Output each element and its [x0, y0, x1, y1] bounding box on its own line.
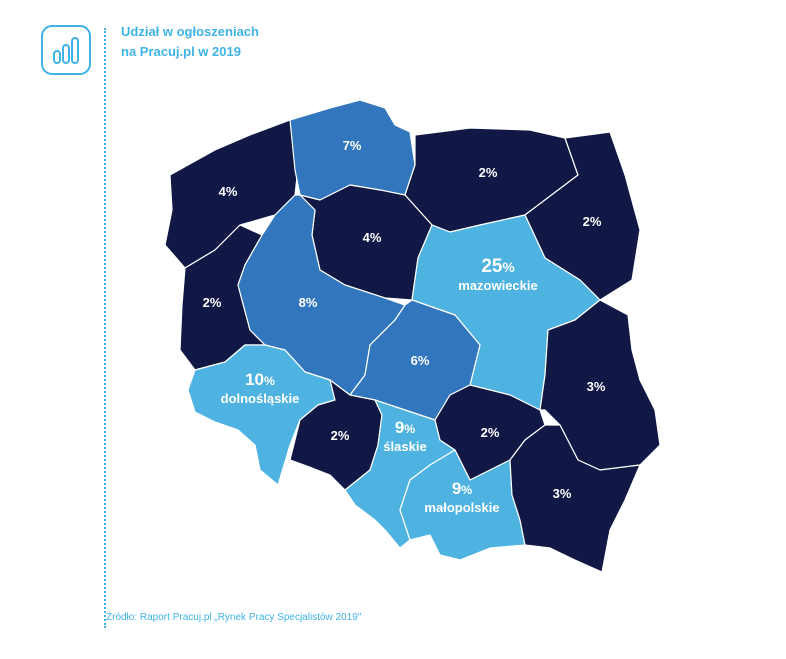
- region-value-lodzkie: 6%: [411, 353, 430, 368]
- region-value-mazowieckie: 25%: [481, 256, 514, 277]
- region-name-mazowieckie: mazowieckie: [458, 278, 538, 293]
- region-value-opolskie: 2%: [331, 428, 350, 443]
- page-title: Udział w ogłoszeniach na Pracuj.pl w 201…: [121, 22, 259, 62]
- region-value-kujawsko-pomorskie: 4%: [363, 230, 382, 245]
- region-value-lubuskie: 2%: [203, 295, 222, 310]
- region-value-zachodniopomorskie: 4%: [219, 184, 238, 199]
- region-name-dolnoslaskie: dolnośląskie: [221, 391, 300, 406]
- region-value-warminsko-mazurskie: 2%: [479, 165, 498, 180]
- region-value-malopolskie: 9%: [452, 479, 472, 498]
- region-podkarpackie: [509, 424, 641, 573]
- source-note: Źródło: Raport Pracuj.pl „Rynek Pracy Sp…: [106, 612, 362, 623]
- region-labels: 4% 7% 2% 2% 4% 2% 8% 25%mazowieckie 6% 10% dolnośl…: [203, 138, 606, 515]
- region-value-wielkopolskie: 8%: [299, 295, 318, 310]
- bar-chart-icon: [41, 25, 91, 75]
- title-line-1: Udział w ogłoszeniach: [121, 24, 259, 39]
- region-value-podlaskie: 2%: [583, 214, 602, 229]
- region-value-dolnoslaskie: 10%: [245, 370, 275, 389]
- region-value-swietokrzyskie: 2%: [481, 425, 500, 440]
- region-name-slaskie: ślaskie: [383, 439, 426, 454]
- title-line-2: na Pracuj.pl w 2019: [121, 44, 241, 59]
- region-value-pomorskie: 7%: [343, 138, 362, 153]
- divider: [104, 28, 106, 628]
- region-value-lubelskie: 3%: [587, 379, 606, 394]
- region-value-podkarpackie: 3%: [553, 486, 572, 501]
- region-name-malopolskie: małopolskie: [424, 500, 499, 515]
- region-value-slaskie: 9%: [395, 418, 415, 437]
